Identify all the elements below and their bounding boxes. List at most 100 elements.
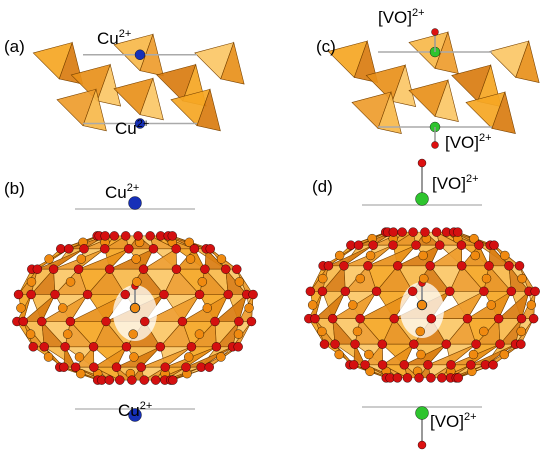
atom: [148, 244, 159, 254]
atom: [232, 264, 242, 274]
atom: [89, 362, 99, 372]
atom: [65, 316, 76, 327]
atom: [411, 240, 421, 250]
atom: [104, 264, 115, 274]
atom: [82, 289, 93, 300]
atom: [323, 261, 334, 271]
atom: [16, 303, 26, 313]
atom: [365, 366, 375, 377]
polyhedron-face: [515, 39, 540, 83]
atom: [168, 375, 178, 385]
atom: [516, 339, 526, 349]
ion-label: Cu2+: [97, 29, 131, 48]
atom: [340, 286, 351, 297]
atom: [408, 227, 418, 237]
atom: [186, 342, 197, 352]
panel-label: (b): [4, 179, 25, 198]
atom: [456, 240, 467, 250]
atom: [150, 375, 161, 385]
atom: [484, 261, 494, 271]
atom: [327, 313, 338, 324]
atom: [500, 250, 510, 261]
atom: [307, 300, 318, 310]
atom: [416, 349, 426, 360]
atom: [234, 277, 245, 287]
atom: [204, 362, 214, 372]
atom: [479, 326, 489, 337]
atom: [184, 237, 194, 248]
atom: [70, 362, 81, 372]
atom: [155, 342, 166, 352]
atom: [43, 352, 54, 362]
atom: [48, 264, 59, 274]
atom: [417, 158, 427, 168]
atom: [319, 339, 330, 349]
atom: [368, 240, 378, 250]
atom: [167, 231, 178, 241]
atom: [194, 329, 205, 339]
polyhedron-face: [491, 90, 516, 134]
ion-label: Cu2+: [115, 119, 149, 138]
atom: [516, 313, 527, 324]
atom: [506, 286, 517, 297]
atom: [495, 339, 505, 349]
atom: [365, 250, 376, 261]
atom: [364, 349, 374, 360]
atom: [353, 240, 364, 250]
atom: [109, 231, 120, 241]
ion-charge: 2+: [479, 132, 492, 144]
atom: [111, 362, 122, 372]
atom: [100, 231, 110, 241]
atom: [318, 273, 328, 284]
atom: [129, 352, 139, 362]
atom: [352, 326, 363, 337]
atom: [489, 240, 499, 250]
polyhedron-face: [434, 30, 459, 74]
atom: [18, 316, 29, 327]
atom: [468, 349, 479, 360]
atom: [530, 286, 540, 297]
ion-text: Cu: [115, 119, 137, 138]
atom: [462, 313, 473, 324]
atom: [377, 360, 388, 370]
atom: [415, 192, 429, 206]
atom: [516, 326, 526, 337]
atom: [504, 261, 514, 271]
atom: [446, 360, 456, 370]
atom: [145, 231, 155, 241]
panel-label: (d): [312, 177, 333, 196]
atom: [32, 264, 43, 274]
atom: [74, 352, 85, 362]
atom: [50, 289, 60, 300]
atom: [202, 303, 212, 313]
polyhedron-face: [196, 88, 221, 132]
atom: [128, 196, 142, 210]
atom: [223, 289, 233, 300]
atom: [210, 316, 220, 327]
atom: [363, 261, 373, 271]
atom: [121, 342, 132, 352]
atom: [423, 360, 433, 370]
ion-label: [VO]2+: [432, 174, 479, 193]
atom: [414, 373, 424, 383]
atom: [197, 277, 208, 287]
atom: [234, 316, 244, 327]
atom: [350, 339, 360, 349]
atom: [59, 362, 69, 372]
atom: [216, 254, 227, 264]
atom: [466, 360, 476, 370]
atom: [407, 286, 418, 297]
atom: [134, 49, 146, 60]
atom: [425, 261, 435, 271]
atom: [488, 360, 498, 370]
ion-text: Cu: [97, 29, 119, 48]
atom: [205, 244, 215, 254]
atom: [62, 329, 73, 339]
atom: [184, 352, 194, 362]
ion-charge: 2+: [126, 182, 140, 194]
atom: [426, 373, 436, 383]
atom: [493, 313, 504, 324]
atom: [130, 303, 140, 313]
polyhedron-face: [220, 41, 245, 85]
